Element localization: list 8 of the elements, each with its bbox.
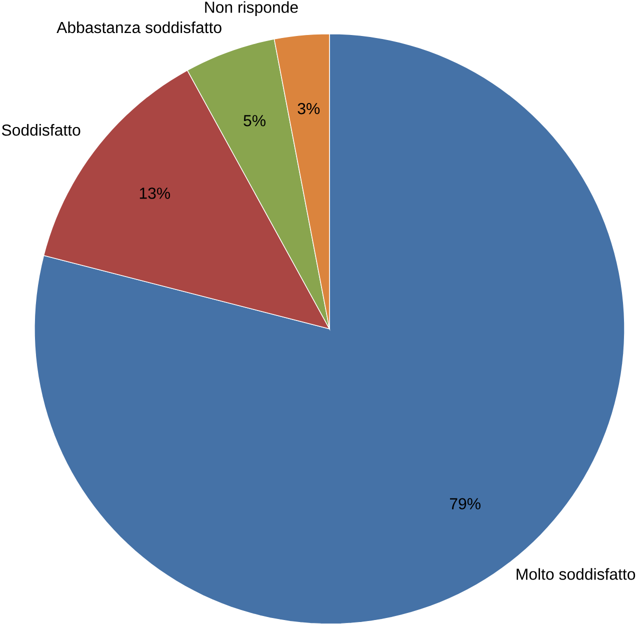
data-label: 5% <box>244 114 266 126</box>
slice-label: Molto soddisfatto <box>516 568 636 580</box>
slice-label: Abbastanza soddisfatto <box>56 21 222 34</box>
data-label: 3% <box>298 102 320 114</box>
data-label: 13% <box>140 187 170 199</box>
slice-label: Non risponde <box>205 1 298 16</box>
slice-label: Soddisfatto <box>2 124 80 136</box>
data-label: 79% <box>450 498 480 510</box>
